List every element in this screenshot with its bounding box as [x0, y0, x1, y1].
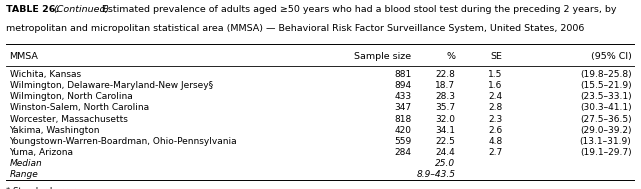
Text: (23.5–33.1): (23.5–33.1)	[580, 92, 631, 101]
Text: 18.7: 18.7	[435, 81, 456, 91]
Text: 433: 433	[394, 92, 412, 101]
Text: metropolitan and micropolitan statistical area (MMSA) — Behavioral Risk Factor S: metropolitan and micropolitan statistica…	[6, 25, 585, 33]
Text: 35.7: 35.7	[435, 104, 456, 112]
Text: 420: 420	[395, 125, 412, 135]
Text: Wichita, Kansas: Wichita, Kansas	[10, 70, 81, 79]
Text: Wilmington, Delaware-Maryland-New Jersey§: Wilmington, Delaware-Maryland-New Jersey…	[10, 81, 213, 91]
Text: (19.1–29.7): (19.1–29.7)	[580, 148, 631, 156]
Text: 2.7: 2.7	[488, 148, 503, 156]
Text: SE: SE	[491, 52, 503, 61]
Text: 2.4: 2.4	[488, 92, 503, 101]
Text: 1.5: 1.5	[488, 70, 503, 79]
Text: 347: 347	[394, 104, 412, 112]
Text: 2.3: 2.3	[488, 115, 503, 123]
Text: (29.0–39.2): (29.0–39.2)	[580, 125, 631, 135]
Text: 4.8: 4.8	[488, 136, 503, 146]
Text: * Standard error.: * Standard error.	[6, 187, 78, 189]
Text: 24.4: 24.4	[436, 148, 456, 156]
Text: 1.6: 1.6	[488, 81, 503, 91]
Text: 8.9–43.5: 8.9–43.5	[417, 170, 456, 179]
Text: (15.5–21.9): (15.5–21.9)	[580, 81, 631, 91]
Text: 2.6: 2.6	[488, 125, 503, 135]
Text: 32.0: 32.0	[435, 115, 456, 123]
Text: 818: 818	[394, 115, 412, 123]
Text: (Continued): (Continued)	[53, 5, 109, 14]
Text: 559: 559	[394, 136, 412, 146]
Text: 2.8: 2.8	[488, 104, 503, 112]
Text: Yuma, Arizona: Yuma, Arizona	[10, 148, 74, 156]
Text: 284: 284	[395, 148, 412, 156]
Text: 881: 881	[394, 70, 412, 79]
Text: (95% CI): (95% CI)	[590, 52, 631, 61]
Text: 28.3: 28.3	[435, 92, 456, 101]
Text: Worcester, Massachusetts: Worcester, Massachusetts	[10, 115, 128, 123]
Text: Range: Range	[10, 170, 38, 179]
Text: (13.1–31.9): (13.1–31.9)	[579, 136, 631, 146]
Text: TABLE 26.: TABLE 26.	[6, 5, 60, 14]
Text: 34.1: 34.1	[435, 125, 456, 135]
Text: MMSA: MMSA	[10, 52, 38, 61]
Text: Median: Median	[10, 159, 42, 168]
Text: (27.5–36.5): (27.5–36.5)	[580, 115, 631, 123]
Text: 22.5: 22.5	[436, 136, 456, 146]
Text: Sample size: Sample size	[354, 52, 412, 61]
Text: 22.8: 22.8	[436, 70, 456, 79]
Text: Youngstown-Warren-Boardman, Ohio-Pennsylvania: Youngstown-Warren-Boardman, Ohio-Pennsyl…	[10, 136, 237, 146]
Text: Winston-Salem, North Carolina: Winston-Salem, North Carolina	[10, 104, 149, 112]
Text: (19.8–25.8): (19.8–25.8)	[580, 70, 631, 79]
Text: 894: 894	[394, 81, 412, 91]
Text: Estimated prevalence of adults aged ≥50 years who had a blood stool test during : Estimated prevalence of adults aged ≥50 …	[101, 5, 616, 14]
Text: (30.3–41.1): (30.3–41.1)	[580, 104, 631, 112]
Text: Yakima, Washington: Yakima, Washington	[10, 125, 100, 135]
Text: 25.0: 25.0	[435, 159, 456, 168]
Text: Wilmington, North Carolina: Wilmington, North Carolina	[10, 92, 132, 101]
Text: %: %	[447, 52, 456, 61]
